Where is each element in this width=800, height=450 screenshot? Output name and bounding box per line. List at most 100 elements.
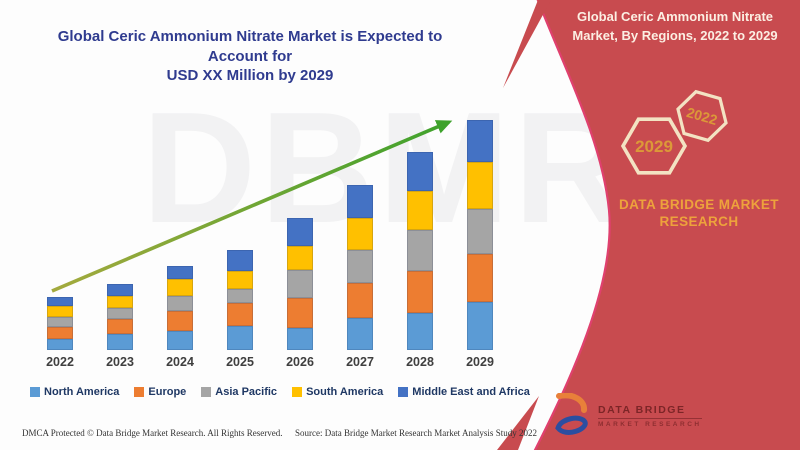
segment-europe-2029 bbox=[467, 254, 493, 302]
year-labels: 2022 2023 2024 2025 2026 2027 2028 2029 bbox=[46, 355, 494, 369]
bar-2023 bbox=[107, 284, 133, 350]
chart-title: Global Ceric Ammonium Nitrate Market is … bbox=[30, 27, 470, 86]
segment-south-america-2029 bbox=[467, 162, 493, 209]
logo-text-line1: DATA BRIDGE bbox=[598, 404, 702, 419]
bar-2026 bbox=[287, 218, 313, 350]
axis-label-2023: 2023 bbox=[106, 355, 134, 369]
legend-label-middle-east-and-africa: Middle East and Africa bbox=[412, 386, 530, 398]
legend-swatch-europe bbox=[134, 387, 145, 397]
segment-south-america-2027 bbox=[347, 218, 373, 250]
brand-line1: DATA BRIDGE MARKET bbox=[619, 197, 779, 212]
segment-middle-east-and-africa-2022 bbox=[47, 297, 73, 306]
brand-wordmark: DATA BRIDGE MARKET RESEARCH bbox=[588, 197, 800, 231]
hexagon-2029: 2029 bbox=[620, 117, 688, 175]
axis-label-2027: 2027 bbox=[346, 355, 374, 369]
segment-asia-pacific-2022 bbox=[47, 317, 73, 327]
segment-europe-2023 bbox=[107, 319, 133, 334]
hexagon-2022: 2022 bbox=[676, 89, 728, 143]
segment-middle-east-and-africa-2027 bbox=[347, 185, 373, 218]
segment-middle-east-and-africa-2029 bbox=[467, 120, 493, 162]
top-ribbon-sliver bbox=[503, 0, 551, 88]
bar-2029 bbox=[467, 120, 493, 350]
segment-asia-pacific-2027 bbox=[347, 250, 373, 283]
legend-label-asia-pacific: Asia Pacific bbox=[215, 386, 278, 398]
dbmr-logo-text: DATA BRIDGE MARKET RESEARCH bbox=[598, 404, 702, 428]
segment-north-america-2026 bbox=[287, 328, 313, 350]
segment-europe-2028 bbox=[407, 271, 433, 313]
axis-label-2022: 2022 bbox=[46, 355, 74, 369]
segment-asia-pacific-2025 bbox=[227, 289, 253, 303]
legend-swatch-south-america bbox=[292, 387, 303, 397]
segment-middle-east-and-africa-2024 bbox=[167, 266, 193, 279]
segment-europe-2026 bbox=[287, 298, 313, 328]
bottom-ribbon-sliver bbox=[497, 396, 539, 450]
legend-label-south-america: South America bbox=[306, 386, 384, 398]
segment-europe-2025 bbox=[227, 303, 253, 326]
bar-chart bbox=[47, 114, 493, 350]
bar-2024 bbox=[167, 266, 193, 350]
segment-north-america-2024 bbox=[167, 331, 193, 350]
copyright-text: DMCA Protected © Data Bridge Market Rese… bbox=[22, 428, 283, 438]
segment-asia-pacific-2026 bbox=[287, 270, 313, 298]
bar-2025 bbox=[227, 250, 253, 350]
logo-text-line2: MARKET RESEARCH bbox=[598, 421, 702, 428]
segment-europe-2027 bbox=[347, 283, 373, 318]
chart-title-line2: USD XX Million by 2029 bbox=[166, 67, 334, 84]
axis-label-2024: 2024 bbox=[166, 355, 194, 369]
legend-swatch-middle-east-and-africa bbox=[398, 387, 409, 397]
axis-label-2028: 2028 bbox=[406, 355, 434, 369]
axis-label-2026: 2026 bbox=[286, 355, 314, 369]
segment-asia-pacific-2024 bbox=[167, 296, 193, 311]
legend-label-north-america: North America bbox=[44, 386, 120, 398]
axis-label-2025: 2025 bbox=[226, 355, 254, 369]
segment-south-america-2026 bbox=[287, 246, 313, 270]
bar-2028 bbox=[407, 152, 433, 350]
segment-middle-east-and-africa-2025 bbox=[227, 250, 253, 271]
hexagon-2029-label: 2029 bbox=[635, 137, 673, 156]
legend: North America Europe Asia Pacific South Ame… bbox=[30, 386, 530, 398]
right-panel-title-line1: Global Ceric Ammonium Nitrate bbox=[577, 9, 773, 24]
segment-asia-pacific-2023 bbox=[107, 308, 133, 319]
red-panel bbox=[535, 0, 800, 450]
dbmr-logo: DATA BRIDGE MARKET RESEARCH bbox=[552, 393, 702, 439]
legend-swatch-asia-pacific bbox=[201, 387, 212, 397]
bar-2022 bbox=[47, 297, 73, 350]
hexagon-years: 2022 2029 bbox=[620, 89, 728, 175]
segment-north-america-2029 bbox=[467, 302, 493, 350]
segment-north-america-2022 bbox=[47, 339, 73, 350]
source-text: Source: Data Bridge Market Research Mark… bbox=[295, 428, 537, 438]
segment-europe-2024 bbox=[167, 311, 193, 331]
segment-north-america-2028 bbox=[407, 313, 433, 350]
axis-label-2029: 2029 bbox=[466, 355, 494, 369]
segment-middle-east-and-africa-2026 bbox=[287, 218, 313, 246]
right-panel-title-line2: Market, By Regions, 2022 to 2029 bbox=[572, 27, 778, 43]
legend-item-asia-pacific: Asia Pacific bbox=[201, 386, 277, 398]
legend-item-middle-east-and-africa: Middle East and Africa bbox=[398, 386, 530, 398]
segment-south-america-2022 bbox=[47, 306, 73, 317]
segment-south-america-2023 bbox=[107, 296, 133, 308]
legend-item-south-america: South America bbox=[292, 386, 383, 398]
segment-asia-pacific-2028 bbox=[407, 230, 433, 271]
right-panel-title: Global Ceric Ammonium Nitrate Market, By… bbox=[556, 8, 794, 46]
segment-asia-pacific-2029 bbox=[467, 209, 493, 254]
dbmr-logo-icon bbox=[555, 393, 588, 435]
chart-title-line1: Global Ceric Ammonium Nitrate Market is … bbox=[57, 28, 443, 65]
legend-label-europe: Europe bbox=[148, 386, 187, 398]
brand-line2: RESEARCH bbox=[659, 213, 739, 229]
legend-swatch-north-america bbox=[30, 387, 40, 397]
bar-2027 bbox=[347, 185, 373, 350]
hexagon-2022-outline bbox=[676, 89, 728, 143]
legend-item-north-america: North America bbox=[30, 386, 119, 398]
segment-south-america-2028 bbox=[407, 191, 433, 230]
hexagon-2029-outline bbox=[620, 117, 688, 175]
hexagon-2022-label: 2022 bbox=[685, 104, 720, 128]
segment-north-america-2025 bbox=[227, 326, 253, 350]
segment-south-america-2024 bbox=[167, 279, 193, 296]
accent-edge-line bbox=[533, 0, 611, 450]
segment-south-america-2025 bbox=[227, 271, 253, 289]
segment-middle-east-and-africa-2023 bbox=[107, 284, 133, 296]
segment-middle-east-and-africa-2028 bbox=[407, 152, 433, 191]
segment-north-america-2027 bbox=[347, 318, 373, 350]
